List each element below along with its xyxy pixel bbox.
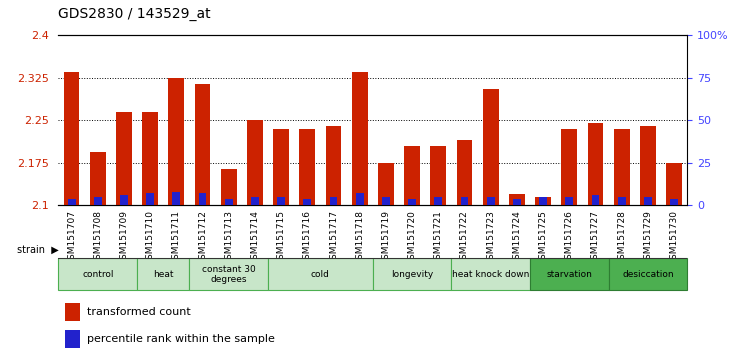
Text: starvation: starvation xyxy=(546,270,592,279)
Bar xyxy=(461,197,469,205)
FancyBboxPatch shape xyxy=(373,258,451,290)
Text: GDS2830 / 143529_at: GDS2830 / 143529_at xyxy=(58,7,211,21)
Bar xyxy=(404,146,420,205)
Bar xyxy=(221,169,237,205)
Text: transformed count: transformed count xyxy=(87,307,191,317)
Bar xyxy=(565,197,573,205)
Bar xyxy=(482,89,499,205)
Text: strain  ▶: strain ▶ xyxy=(17,245,58,255)
Bar xyxy=(68,199,75,205)
Bar xyxy=(535,197,551,205)
Bar xyxy=(90,152,105,205)
Bar xyxy=(116,112,132,205)
Bar xyxy=(273,129,289,205)
Text: desiccation: desiccation xyxy=(622,270,674,279)
Bar xyxy=(644,197,652,205)
Bar xyxy=(382,197,390,205)
Bar xyxy=(277,197,285,205)
Bar xyxy=(168,78,184,205)
Bar xyxy=(173,192,181,205)
Bar xyxy=(509,194,525,205)
Text: heat: heat xyxy=(153,270,173,279)
Bar xyxy=(300,129,315,205)
Bar xyxy=(94,197,102,205)
Bar xyxy=(330,197,338,205)
Bar xyxy=(431,146,446,205)
Bar xyxy=(199,193,206,205)
Bar xyxy=(303,199,311,205)
Text: longevity: longevity xyxy=(391,270,433,279)
Bar xyxy=(408,199,416,205)
Bar xyxy=(146,193,154,205)
FancyBboxPatch shape xyxy=(608,258,687,290)
Bar xyxy=(247,120,262,205)
Bar xyxy=(194,84,211,205)
Bar xyxy=(434,197,442,205)
Bar xyxy=(65,330,80,348)
Bar xyxy=(666,163,682,205)
Bar xyxy=(457,140,472,205)
Bar xyxy=(640,126,656,205)
Bar xyxy=(352,72,368,205)
Bar xyxy=(378,163,394,205)
Bar xyxy=(591,195,599,205)
FancyBboxPatch shape xyxy=(451,258,530,290)
Bar xyxy=(251,197,259,205)
Bar xyxy=(356,193,363,205)
Bar xyxy=(670,199,678,205)
Bar xyxy=(325,126,341,205)
Text: percentile rank within the sample: percentile rank within the sample xyxy=(87,334,275,344)
Bar xyxy=(561,129,577,205)
FancyBboxPatch shape xyxy=(58,258,137,290)
FancyBboxPatch shape xyxy=(530,258,608,290)
Bar xyxy=(513,199,520,205)
Bar xyxy=(539,197,547,205)
FancyBboxPatch shape xyxy=(189,258,268,290)
Bar xyxy=(143,112,158,205)
Text: heat knock down: heat knock down xyxy=(452,270,529,279)
Bar xyxy=(487,197,495,205)
Text: cold: cold xyxy=(311,270,330,279)
Bar xyxy=(225,199,232,205)
Bar xyxy=(65,303,80,321)
Bar xyxy=(614,129,629,205)
Bar xyxy=(64,72,80,205)
FancyBboxPatch shape xyxy=(268,258,373,290)
FancyBboxPatch shape xyxy=(137,258,189,290)
Bar xyxy=(588,123,603,205)
Text: control: control xyxy=(82,270,113,279)
Bar xyxy=(618,197,626,205)
Text: constant 30
degrees: constant 30 degrees xyxy=(202,265,256,284)
Bar xyxy=(120,195,128,205)
